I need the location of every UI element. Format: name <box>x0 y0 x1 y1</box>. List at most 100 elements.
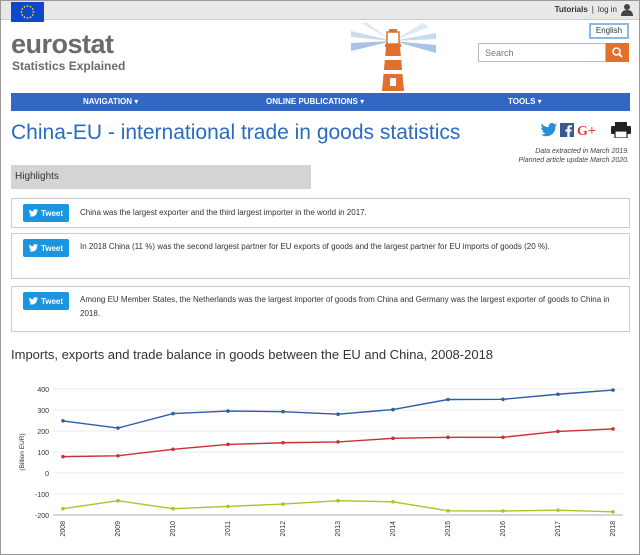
search-button[interactable] <box>606 43 629 62</box>
data-point <box>171 411 175 416</box>
data-point <box>116 426 120 430</box>
lighthouse-icon <box>351 23 436 91</box>
x-tick-label: 2010 <box>170 521 177 537</box>
main-navbar: NAVIGATION ▾ ONLINE PUBLICATIONS ▾ TOOLS… <box>11 93 630 111</box>
top-links: Tutorials | log in <box>555 3 633 16</box>
highlight-text-1: China was the largest exporter and the t… <box>80 208 367 217</box>
data-point <box>171 447 175 452</box>
x-tick-label: 2015 <box>445 521 452 537</box>
data-point <box>281 409 285 414</box>
top-separator: | <box>591 5 594 14</box>
data-point <box>556 392 560 397</box>
twitter-bird-icon <box>28 244 38 252</box>
chart-title: Imports, exports and trade balance in go… <box>11 347 494 362</box>
extract-note: Data extracted in March 2019. Planned ar… <box>518 147 629 165</box>
extract-date: Data extracted in March 2019. <box>535 148 629 155</box>
search-icon <box>612 47 623 58</box>
tweet-label: Tweet <box>40 208 64 218</box>
search-input[interactable] <box>478 43 606 62</box>
tweet-label: Tweet <box>40 296 64 306</box>
data-point <box>501 397 505 402</box>
data-point <box>391 499 395 504</box>
data-point <box>226 504 230 509</box>
y-tick-label: -200 <box>35 513 49 520</box>
y-tick-label: 100 <box>37 450 49 457</box>
share-icons: G+ <box>541 122 632 138</box>
language-button[interactable]: English <box>589 23 629 39</box>
data-point <box>446 435 450 440</box>
x-tick-label: 2012 <box>280 521 287 537</box>
svg-text:G+: G+ <box>577 124 596 137</box>
data-point <box>336 440 340 444</box>
nav-tools[interactable]: TOOLS ▾ <box>508 97 542 106</box>
y-tick-label: -100 <box>35 492 49 499</box>
data-point <box>501 509 505 513</box>
twitter-bird-icon <box>28 209 38 217</box>
y-tick-label: 200 <box>37 429 49 436</box>
x-tick-label: 2018 <box>610 521 617 537</box>
x-tick-label: 2009 <box>115 521 122 537</box>
highlight-box-2: Tweet In 2018 China (11 %) was the secon… <box>11 233 630 279</box>
tutorials-link[interactable]: Tutorials <box>554 5 588 14</box>
data-point <box>336 498 340 503</box>
y-tick-label: 0 <box>45 471 49 478</box>
data-point <box>611 388 615 392</box>
facebook-icon[interactable] <box>560 123 574 137</box>
nav-navigation[interactable]: NAVIGATION ▾ <box>83 97 139 106</box>
data-point <box>171 506 175 511</box>
x-tick-label: 2011 <box>225 521 232 536</box>
data-point <box>446 509 450 513</box>
highlight-text-2: In 2018 China (11 %) was the second larg… <box>80 242 550 251</box>
eurostat-logo[interactable]: eurostat <box>11 29 114 59</box>
print-icon[interactable] <box>610 122 632 138</box>
data-point <box>556 508 560 512</box>
highlight-box-3: Tweet Among EU Member States, the Nether… <box>11 286 630 332</box>
user-icon[interactable] <box>621 3 633 16</box>
y-axis-label: (Billion EUR) <box>19 433 26 470</box>
data-point <box>61 419 65 423</box>
tweet-button-2[interactable]: Tweet <box>23 239 69 257</box>
data-point <box>116 453 120 458</box>
data-point <box>61 454 65 459</box>
x-tick-label: 2017 <box>555 521 562 537</box>
data-point <box>501 435 505 440</box>
series-line-1 <box>62 389 614 429</box>
twitter-bird-icon <box>28 297 38 305</box>
trade-line-chart: 400 300 200 100 0 -100 -200 (Billion EUR) 2008 20… <box>19 387 623 537</box>
data-point <box>226 409 230 413</box>
y-tick-label: 300 <box>37 408 49 415</box>
update-date: Planned article update March 2020. <box>518 157 629 164</box>
data-point <box>391 436 395 441</box>
data-point <box>116 498 120 503</box>
x-tick-label: 2008 <box>60 521 67 537</box>
data-point <box>281 440 285 445</box>
data-point <box>61 506 65 511</box>
x-tick-label: 2014 <box>390 521 397 537</box>
highlight-box-1: Tweet China was the largest exporter and… <box>11 198 630 228</box>
tweet-button-1[interactable]: Tweet <box>23 204 69 222</box>
y-tick-label: 400 <box>37 387 49 394</box>
data-point <box>446 397 450 402</box>
data-point <box>556 429 560 434</box>
highlight-text-3: Among EU Member States, the Netherlands … <box>80 295 610 318</box>
eu-flag-icon <box>11 2 44 22</box>
data-point <box>336 412 340 416</box>
google-plus-icon[interactable]: G+ <box>577 123 601 137</box>
tweet-button-3[interactable]: Tweet <box>23 292 69 310</box>
data-point <box>281 502 285 506</box>
top-strip: Tutorials | log in <box>1 1 639 20</box>
nav-online-publications[interactable]: ONLINE PUBLICATIONS ▾ <box>266 97 365 106</box>
tweet-label: Tweet <box>40 243 64 253</box>
data-point <box>226 442 230 447</box>
data-point <box>391 407 395 412</box>
page-title: China-EU - international trade in goods … <box>11 121 461 144</box>
statistics-explained-logo[interactable]: Statistics Explained <box>12 59 126 73</box>
login-link[interactable]: log in <box>597 5 617 14</box>
data-point <box>611 427 615 431</box>
x-tick-label: 2016 <box>500 521 507 537</box>
highlights-heading: Highlights <box>11 165 311 189</box>
x-tick-label: 2013 <box>335 521 342 537</box>
twitter-icon[interactable] <box>541 123 557 137</box>
data-point <box>611 510 615 514</box>
